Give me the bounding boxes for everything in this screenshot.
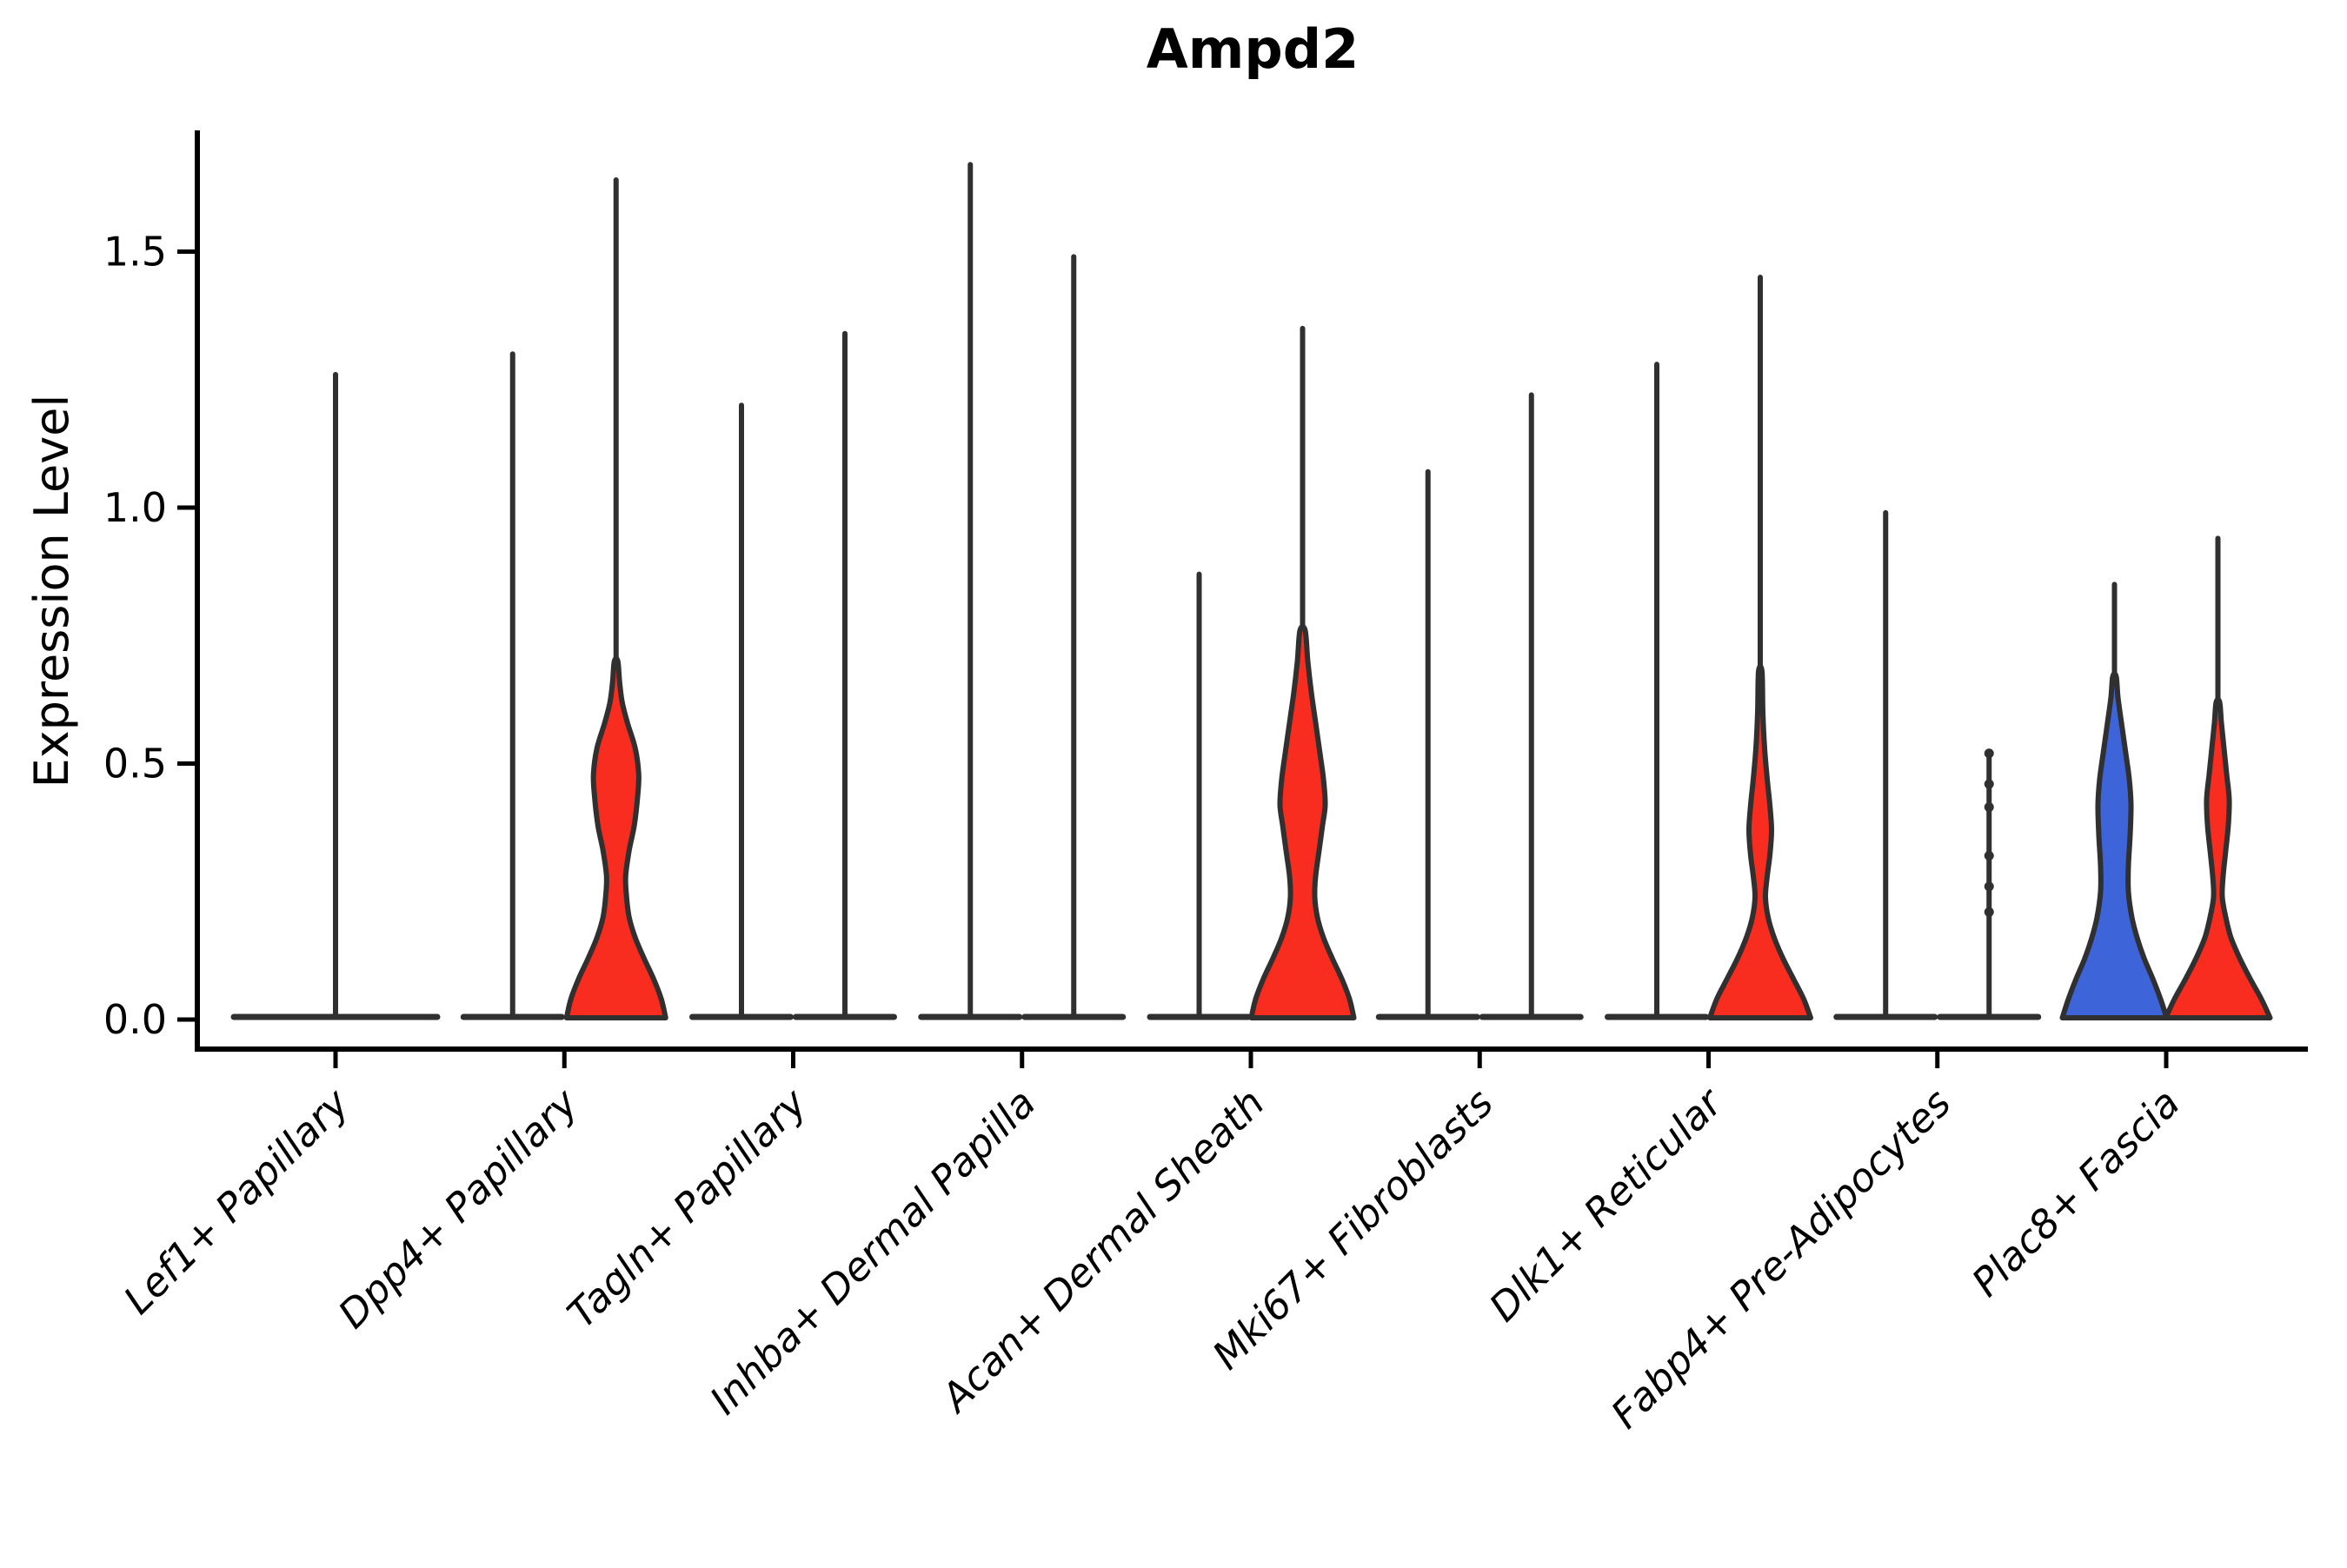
x-tick-label: Lef1+ Papillary <box>115 1079 359 1323</box>
violin-dot-7 <box>1984 802 1994 813</box>
y-tick-label: 1.0 <box>103 484 167 531</box>
x-tick-label: Plac8+ Fascia <box>1963 1080 2189 1306</box>
violin-body-6-right <box>1707 663 1813 1020</box>
violin-body-8-right <box>2163 697 2273 1020</box>
y-tick-label: 0.0 <box>103 996 167 1043</box>
violin-dot-7 <box>1984 779 1994 789</box>
violin-body-4-right <box>1248 624 1357 1020</box>
chart-title: Ampd2 <box>1147 17 1360 81</box>
y-tick-label: 0.5 <box>103 741 167 787</box>
violin-dot-7 <box>1984 748 1994 759</box>
x-tick-label: Dlk1+ Reticular <box>1480 1079 1732 1331</box>
violin-dot-7 <box>1984 851 1994 861</box>
violin-dot-7 <box>1984 907 1994 917</box>
x-tick-label: Dpp4+ Papillary <box>329 1079 588 1337</box>
x-tick-label: Tagln+ Papillary <box>558 1079 816 1337</box>
y-tick-label: 1.5 <box>103 229 167 276</box>
violin-dot-7 <box>1984 881 1994 892</box>
y-axis-label: Expression Level <box>24 395 79 788</box>
violin-body-1-right <box>563 655 668 1020</box>
violin-body-8-left <box>2059 671 2170 1020</box>
